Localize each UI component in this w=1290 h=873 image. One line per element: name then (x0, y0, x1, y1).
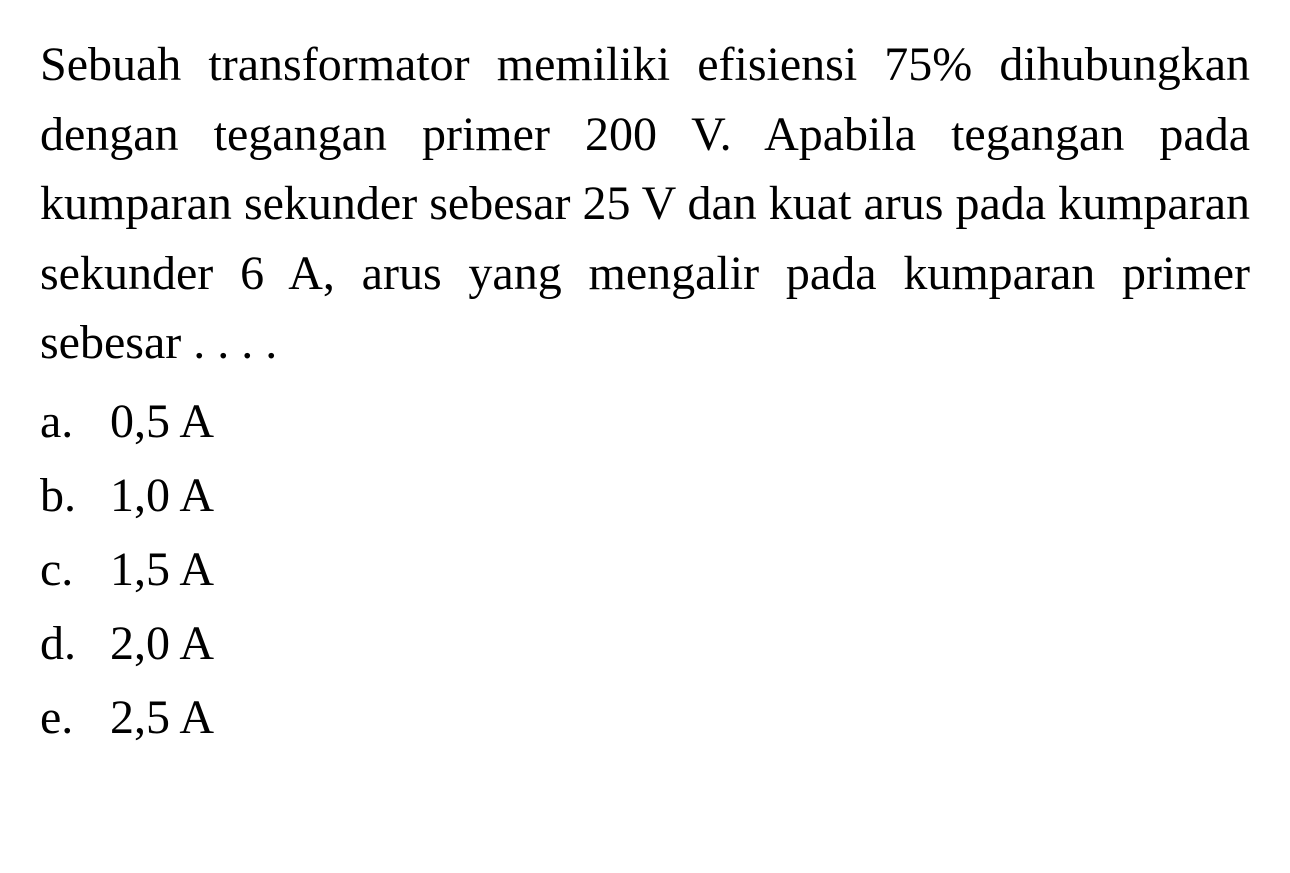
option-value: 0,5 A (110, 386, 1250, 458)
option-d: d. 2,0 A (40, 608, 1250, 680)
option-value: 1,5 A (110, 534, 1250, 606)
option-b: b. 1,0 A (40, 460, 1250, 532)
question-text: Sebuah transformator memiliki efisiensi … (40, 30, 1250, 378)
options-list: a. 0,5 A b. 1,0 A c. 1,5 A d. 2,0 A e. 2… (40, 386, 1250, 754)
option-letter: e. (40, 682, 110, 754)
option-letter: a. (40, 386, 110, 458)
option-letter: d. (40, 608, 110, 680)
option-value: 2,0 A (110, 608, 1250, 680)
option-value: 2,5 A (110, 682, 1250, 754)
option-c: c. 1,5 A (40, 534, 1250, 606)
option-e: e. 2,5 A (40, 682, 1250, 754)
option-value: 1,0 A (110, 460, 1250, 532)
option-a: a. 0,5 A (40, 386, 1250, 458)
option-letter: c. (40, 534, 110, 606)
option-letter: b. (40, 460, 110, 532)
